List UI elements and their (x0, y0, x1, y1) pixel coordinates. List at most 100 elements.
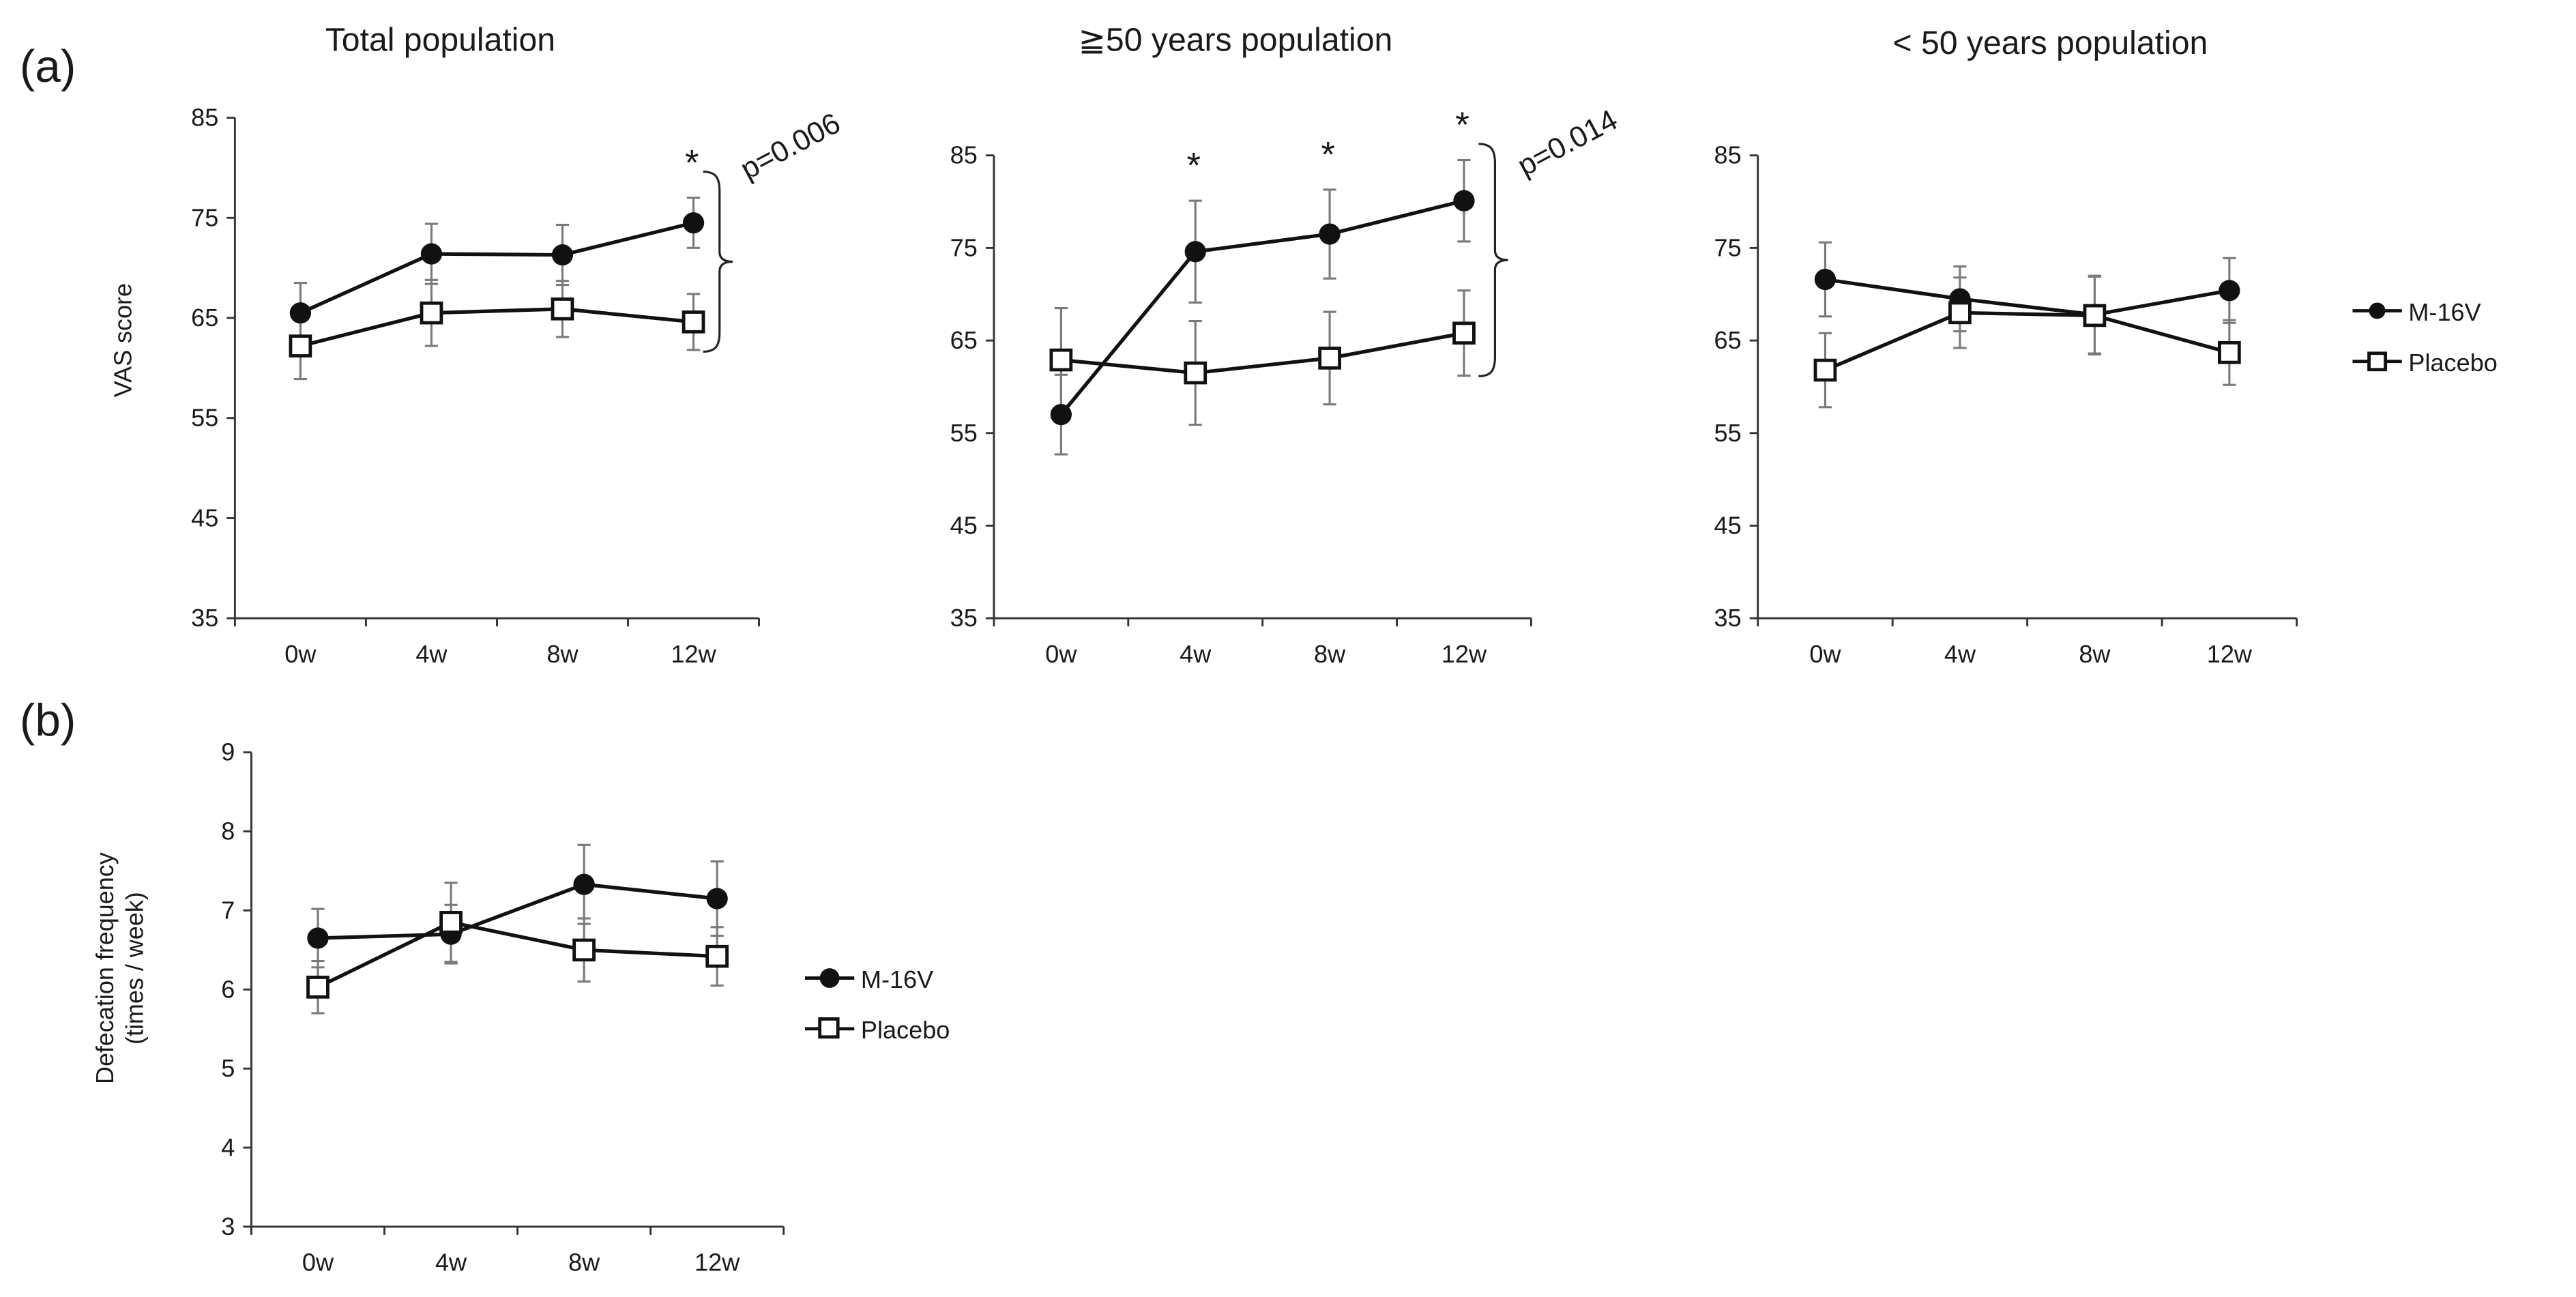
over50-y-tick-label: 55 (950, 419, 978, 447)
under50-y-tick-label: 35 (1714, 604, 1741, 632)
legend-bottom-placebo-label: Placebo (861, 1016, 950, 1044)
defecation-y-tick-label: 5 (221, 1054, 235, 1082)
under50-placebo-point (1813, 358, 1837, 382)
defecation-y-tick-label: 9 (221, 738, 235, 766)
over50-y-tick-label: 35 (950, 604, 978, 632)
legend-top-placebo-label: Placebo (2408, 349, 2498, 377)
over50-placebo-point (1318, 347, 1341, 370)
total-placebo-point (682, 310, 705, 334)
panel-label-a: (a) (20, 41, 76, 92)
total-y-tick-label: 45 (191, 504, 218, 532)
over50-placebo-point (1184, 361, 1208, 385)
total-significance-bracket (703, 171, 733, 353)
over50-m16v-point (1050, 404, 1072, 426)
under50-m16v-line (1825, 277, 2230, 317)
over50-y-tick-label: 65 (950, 326, 978, 354)
under50-y-tick-label: 65 (1714, 326, 1741, 354)
over50-x-tick-label: 8w (1314, 640, 1346, 668)
over50-significance-asterisk: * (1321, 134, 1335, 175)
legend-top-m16v-marker (2369, 302, 2386, 319)
total-m16v-line (299, 221, 694, 315)
total-y-tick-label: 65 (191, 304, 218, 332)
total-y-tick-label: 85 (191, 104, 218, 132)
total-m16v-point (551, 244, 574, 266)
over50-m16v-point (1319, 223, 1341, 245)
total-placebo-point (289, 334, 312, 358)
over50-m16v-line (1059, 199, 1465, 416)
defecation-y-tick-label: 6 (221, 975, 235, 1003)
defecation-y-tick-label: 3 (221, 1212, 235, 1240)
over50-placebo-point (1452, 321, 1476, 345)
over50-p-value: p=0.014 (1512, 104, 1623, 183)
total-p-value: p=0.006 (735, 106, 846, 186)
total-y-label: VAS score (109, 283, 137, 397)
defecation-y-tick-label: 8 (221, 817, 235, 845)
defecation-y-label: Defecation frequency (times / week) (91, 852, 148, 1084)
total-x-tick-label: 4w (415, 640, 448, 668)
under50-placebo-point (2083, 304, 2107, 327)
defecation-placebo-line (317, 920, 718, 989)
under50-x-tick-label: 8w (2079, 640, 2111, 668)
defecation-y-tick-label: 4 (221, 1133, 235, 1161)
under50-y-tick-label: 45 (1714, 512, 1741, 540)
legend-bottom-m16v-marker (819, 968, 840, 988)
under50-placebo-point (2218, 340, 2241, 364)
chart-under-50-population: < 50 years population 35 45 55 65 75 85 0w 4w 8w 1… (1714, 25, 2298, 668)
legend-bottom-placebo-marker (818, 1017, 840, 1039)
over50-title: ≧50 years population (1079, 22, 1393, 58)
total-x-tick-label: 8w (546, 640, 579, 668)
under50-x-tick-label: 0w (1809, 640, 1841, 668)
over50-y-tick-label: 75 (950, 233, 978, 261)
total-significance-asterisk: * (685, 143, 699, 184)
over50-significance-asterisk: * (1455, 105, 1469, 145)
over50-significance-asterisk: * (1187, 146, 1201, 186)
total-m16v-point (289, 302, 312, 324)
over50-x-tick-label: 4w (1180, 640, 1212, 668)
defecation-placebo-point (705, 944, 729, 968)
over50-placebo-line (1061, 331, 1465, 375)
over50-m16v-point (1184, 241, 1206, 263)
legend-top-m16v-label: M-16V (2408, 298, 2480, 326)
under50-y-tick-label: 55 (1714, 419, 1741, 447)
legend-bottom-m16v-label: M-16V (861, 965, 933, 993)
over50-significance-bracket (1478, 143, 1508, 377)
under50-x-tick-label: 12w (2207, 640, 2253, 668)
total-title: Total population (325, 22, 555, 58)
over50-x-tick-label: 0w (1045, 640, 1077, 668)
defecation-x-tick-label: 0w (302, 1249, 334, 1277)
defecation-m16v-point (573, 873, 595, 895)
defecation-m16v-point (706, 888, 728, 909)
total-y-label-line: VAS score (109, 283, 137, 397)
chart-over-50-population: ≧50 years population 35 45 55 65 75 85 0w 4w 8w 12… (950, 22, 1623, 667)
defecation-y-tick-label: 7 (221, 897, 235, 924)
chart-defecation-frequency: 3 4 5 6 7 8 9 0w 4w 8w 12w Defecation frequency (tim… (91, 738, 785, 1277)
total-y-tick-label: 55 (191, 404, 218, 432)
over50-y-tick-label: 45 (950, 512, 978, 540)
over50-placebo-point (1049, 348, 1073, 372)
defecation-x-tick-label: 8w (568, 1249, 600, 1277)
total-placebo-point (551, 297, 574, 321)
defecation-m16v-line (317, 882, 718, 940)
under50-placebo-line (1824, 310, 2230, 372)
total-x-tick-label: 12w (671, 640, 716, 668)
over50-x-tick-label: 12w (1441, 640, 1487, 668)
defecation-y-label-line: Defecation frequency (91, 852, 119, 1084)
total-placebo-point (420, 301, 443, 325)
under50-m16v-point (1814, 268, 1836, 291)
total-placebo-line (299, 307, 694, 348)
panel-label-b: (b) (20, 695, 76, 746)
total-m16v-point (420, 243, 443, 265)
under50-placebo-point (1948, 301, 1972, 325)
over50-y-tick-label: 85 (950, 141, 978, 169)
total-x-tick-label: 0w (284, 640, 317, 668)
chart-total-population: Total population 35 45 55 65 75 85 0w 4w 8w 12w VAS… (109, 22, 846, 667)
defecation-y-label-line: (times / week) (120, 892, 148, 1045)
under50-y-tick-label: 75 (1714, 233, 1741, 261)
defecation-m16v-point (307, 927, 329, 949)
defecation-x-tick-label: 4w (435, 1249, 467, 1277)
legend-top: M-16V Placebo (2352, 298, 2498, 377)
total-m16v-point (682, 212, 705, 234)
under50-y-tick-label: 85 (1714, 141, 1741, 169)
total-y-tick-label: 75 (191, 203, 218, 231)
